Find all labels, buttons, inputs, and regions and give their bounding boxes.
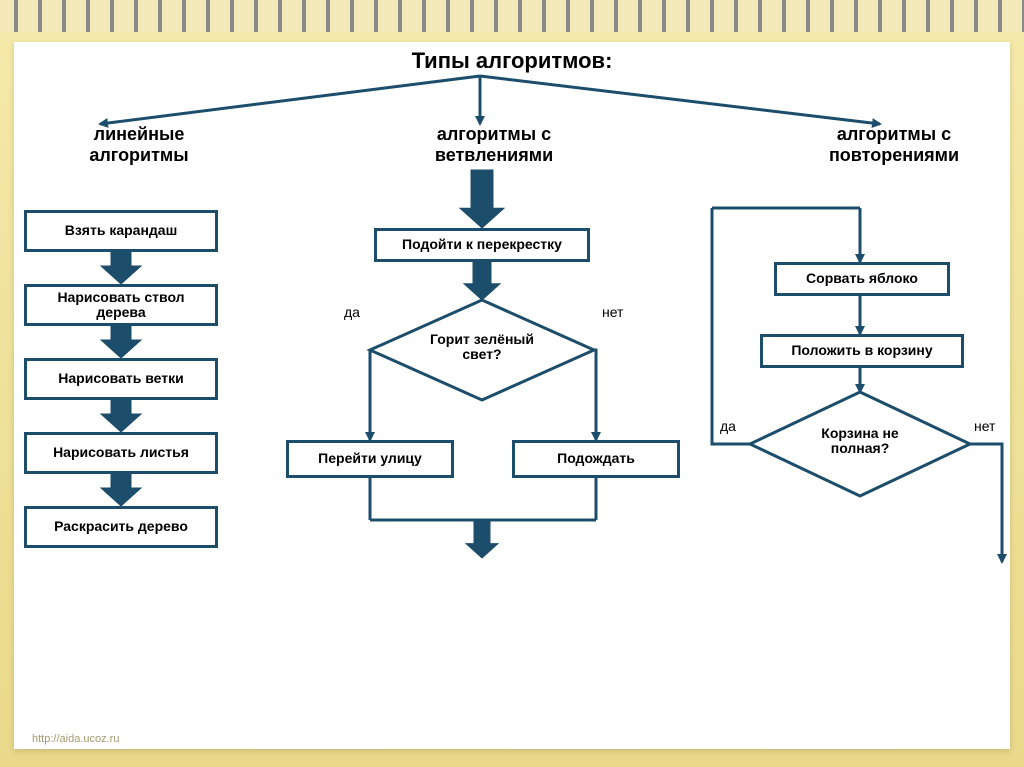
loop-diamond-text: Корзина неполная? — [790, 426, 930, 457]
footer-url: http://aida.ucoz.ru — [32, 733, 119, 745]
linear-box-3: Нарисовать листья — [24, 432, 218, 474]
branch-diamond-text: Горит зелёный свет? — [407, 332, 557, 363]
linear-box-4: Раскрасить дерево — [24, 506, 218, 548]
branch-no-box: Подождать — [512, 440, 680, 478]
linear-box-0: Взять карандаш — [24, 210, 218, 252]
linear-box-2: Нарисовать ветки — [24, 358, 218, 400]
subhead-branching: алгоритмы светвлениями — [394, 124, 594, 165]
subhead-linear: линейныеалгоритмы — [54, 124, 224, 165]
loop-step1: Сорвать яблоко — [774, 262, 950, 296]
subhead-loops: алгоритмы сповторениями — [794, 124, 994, 165]
branch-step1: Подойти к перекрестку — [374, 228, 590, 262]
branch-no-label: нет — [602, 304, 623, 320]
spiral-binding — [0, 0, 1024, 34]
loop-step2: Положить в корзину — [760, 334, 964, 368]
slide-frame: Типы алгоритмов: линейныеалгоритмыалгори… — [0, 32, 1024, 767]
loop-no-label: нет — [974, 418, 995, 434]
branch-yes-box: Перейти улицу — [286, 440, 454, 478]
branch-yes-label: да — [344, 304, 360, 320]
loop-yes-label: да — [720, 418, 736, 434]
diagram-stage: Типы алгоритмов: линейныеалгоритмыалгори… — [14, 42, 1010, 749]
linear-box-1: Нарисовать ствол дерева — [24, 284, 218, 326]
